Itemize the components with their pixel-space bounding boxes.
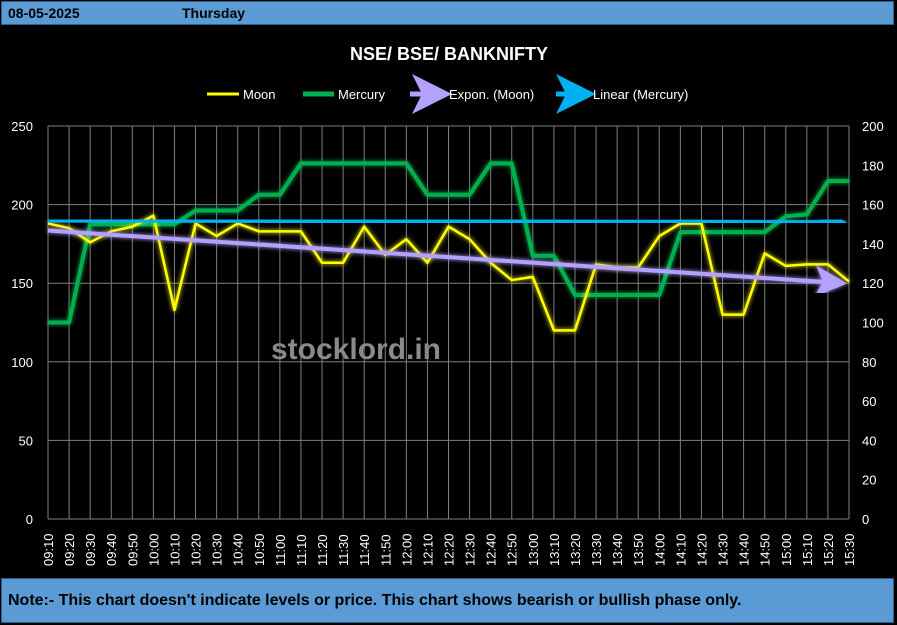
- x-tick-label: 09:20: [62, 533, 77, 566]
- x-tick-label: 14:10: [673, 533, 688, 566]
- x-tick-label: 11:40: [357, 534, 372, 566]
- trendline-linear-mercury: [47, 206, 847, 239]
- header-date: 08-05-2025: [8, 5, 80, 21]
- x-tick-label: 11:00: [273, 534, 288, 566]
- y-right-tick-label: 80: [862, 355, 876, 370]
- y-right-tick-label: 60: [862, 394, 876, 409]
- y-left-tick-label: 250: [11, 119, 33, 134]
- x-tick-label: 10:00: [146, 533, 161, 566]
- chart-axes: 0 50 100 150 200 250 0 20 40 60 80 100 120 140 160 180 2…: [11, 119, 883, 566]
- y-right-tick-label: 160: [862, 198, 884, 213]
- y-right-tick-label: 180: [862, 158, 884, 173]
- x-tick-label: 10:20: [189, 533, 204, 566]
- chart-legend: Moon Mercury Expon. (Moon) Linear (Mercu…: [207, 74, 688, 114]
- x-tick-label: 14:00: [652, 533, 667, 566]
- x-tick-label: 09:50: [125, 533, 140, 566]
- x-tick-label: 10:30: [210, 533, 225, 566]
- y-right-tick-label: 0: [862, 512, 869, 527]
- x-tick-label: 13:50: [631, 533, 646, 566]
- header-bar: 08-05-2025 Thursday: [1, 1, 894, 25]
- x-tick-label: 15:00: [779, 533, 794, 566]
- y-left-tick-label: 100: [11, 355, 33, 370]
- x-tick-label: 11:10: [294, 534, 309, 566]
- x-tick-label: 09:40: [104, 533, 119, 566]
- x-tick-label: 14:30: [716, 533, 731, 566]
- trendline-expon-moon: [47, 228, 847, 298]
- x-tick-label: 11:30: [336, 534, 351, 566]
- y-left-tick-label: 50: [19, 433, 33, 448]
- chart-grid: [47, 125, 850, 520]
- x-tick-label: 13:00: [526, 533, 541, 566]
- legend-label-mercury: Mercury: [338, 87, 385, 102]
- y-left-tick-label: 150: [11, 276, 33, 291]
- legend-label-expon: Expon. (Moon): [449, 87, 534, 102]
- x-tick-label: 09:30: [83, 533, 98, 566]
- y-right-tick-label: 120: [862, 276, 884, 291]
- legend-label-moon: Moon: [243, 87, 276, 102]
- x-tick-label: 12:10: [420, 533, 435, 566]
- x-tick-label: 14:50: [758, 533, 773, 566]
- x-tick-label: 12:50: [505, 533, 520, 566]
- footer-bar: Note:- This chart doesn't indicate level…: [1, 578, 894, 623]
- x-tick-label: 11:20: [315, 534, 330, 566]
- x-tick-label: 14:20: [694, 533, 709, 566]
- x-tick-label: 14:40: [737, 533, 752, 566]
- y-right-tick-label: 40: [862, 433, 876, 448]
- x-tick-label: 10:10: [167, 533, 182, 566]
- x-tick-label: 09:10: [41, 533, 56, 566]
- footer-note: Note:- This chart doesn't indicate level…: [8, 592, 742, 609]
- plot-area: [47, 161, 850, 332]
- x-tick-label: 11:50: [378, 534, 393, 566]
- x-tick-label: 13:40: [610, 533, 625, 566]
- y-left-tick-label: 0: [26, 512, 33, 527]
- x-tick-label: 12:40: [484, 533, 499, 566]
- chart-title: NSE/ BSE/ BANKNIFTY: [350, 44, 548, 64]
- y-right-tick-label: 200: [862, 119, 884, 134]
- y-right-tick-label: 140: [862, 237, 884, 252]
- x-tick-label: 12:30: [463, 533, 478, 566]
- y-right-tick-label: 20: [862, 473, 876, 488]
- x-tick-label: 15:20: [821, 533, 836, 566]
- x-tick-label: 15:30: [842, 533, 857, 566]
- x-tick-label: 12:20: [442, 533, 457, 566]
- y-right-tick-label: 100: [862, 316, 884, 331]
- y-left-tick-label: 200: [11, 198, 33, 213]
- x-tick-label: 12:00: [399, 533, 414, 566]
- legend-label-linear: Linear (Mercury): [593, 87, 688, 102]
- x-tick-label: 10:50: [252, 533, 267, 566]
- header-day: Thursday: [182, 5, 246, 21]
- x-tick-label: 13:30: [589, 533, 604, 566]
- x-tick-label: 10:40: [231, 533, 246, 566]
- series-line-moon: [47, 214, 850, 332]
- x-tick-label: 15:10: [800, 533, 815, 566]
- x-tick-label: 13:20: [568, 533, 583, 566]
- watermark-text: stocklord.in: [271, 333, 441, 366]
- x-tick-label: 13:10: [547, 533, 562, 566]
